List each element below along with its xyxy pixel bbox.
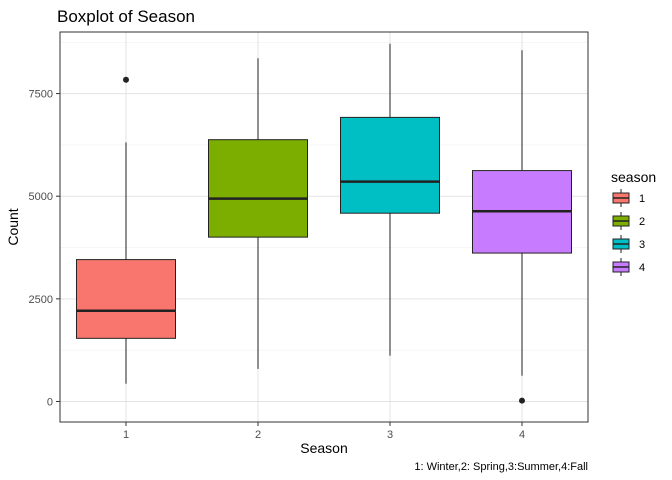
- x-tick-label: 3: [387, 429, 393, 441]
- chart-title: Boxplot of Season: [57, 7, 195, 26]
- outlier-point: [519, 397, 525, 404]
- iqr-box: [340, 116, 440, 214]
- y-axis-title: Count: [5, 208, 21, 245]
- box-season-3: [340, 43, 440, 356]
- y-tick-label: 7500: [29, 89, 53, 101]
- x-tick-label: 2: [255, 429, 261, 441]
- chart-caption: 1: Winter,2: Spring,3:Summer,4:Fall: [414, 461, 588, 473]
- legend-label: 2: [639, 216, 645, 228]
- box-season-1: [76, 76, 176, 384]
- legend-entry-4: 4: [612, 258, 645, 276]
- panel-border: [59, 31, 589, 423]
- iqr-box: [76, 259, 176, 339]
- y-tick-label: 0: [47, 396, 53, 408]
- legend-label: 1: [639, 193, 645, 205]
- x-axis-title: Season: [300, 440, 347, 456]
- legend-entry-1: 1: [612, 189, 645, 207]
- iqr-box: [208, 139, 308, 238]
- box-season-4: [472, 50, 572, 404]
- axes: 0 2500 5000 7500 1 2 3 4: [29, 89, 526, 441]
- boxes: [76, 43, 572, 404]
- legend: season 1 2 3 4: [611, 169, 656, 276]
- x-tick-label: 1: [123, 429, 129, 441]
- y-tick-label: 2500: [29, 294, 53, 306]
- legend-label: 4: [639, 262, 645, 274]
- x-tick-label: 4: [519, 429, 525, 441]
- legend-entry-3: 3: [612, 235, 645, 253]
- legend-label: 3: [639, 239, 645, 251]
- outlier-point: [123, 76, 129, 83]
- y-tick-label: 5000: [29, 191, 53, 203]
- legend-title: season: [611, 169, 656, 185]
- legend-entry-2: 2: [612, 212, 645, 230]
- box-season-2: [208, 58, 308, 369]
